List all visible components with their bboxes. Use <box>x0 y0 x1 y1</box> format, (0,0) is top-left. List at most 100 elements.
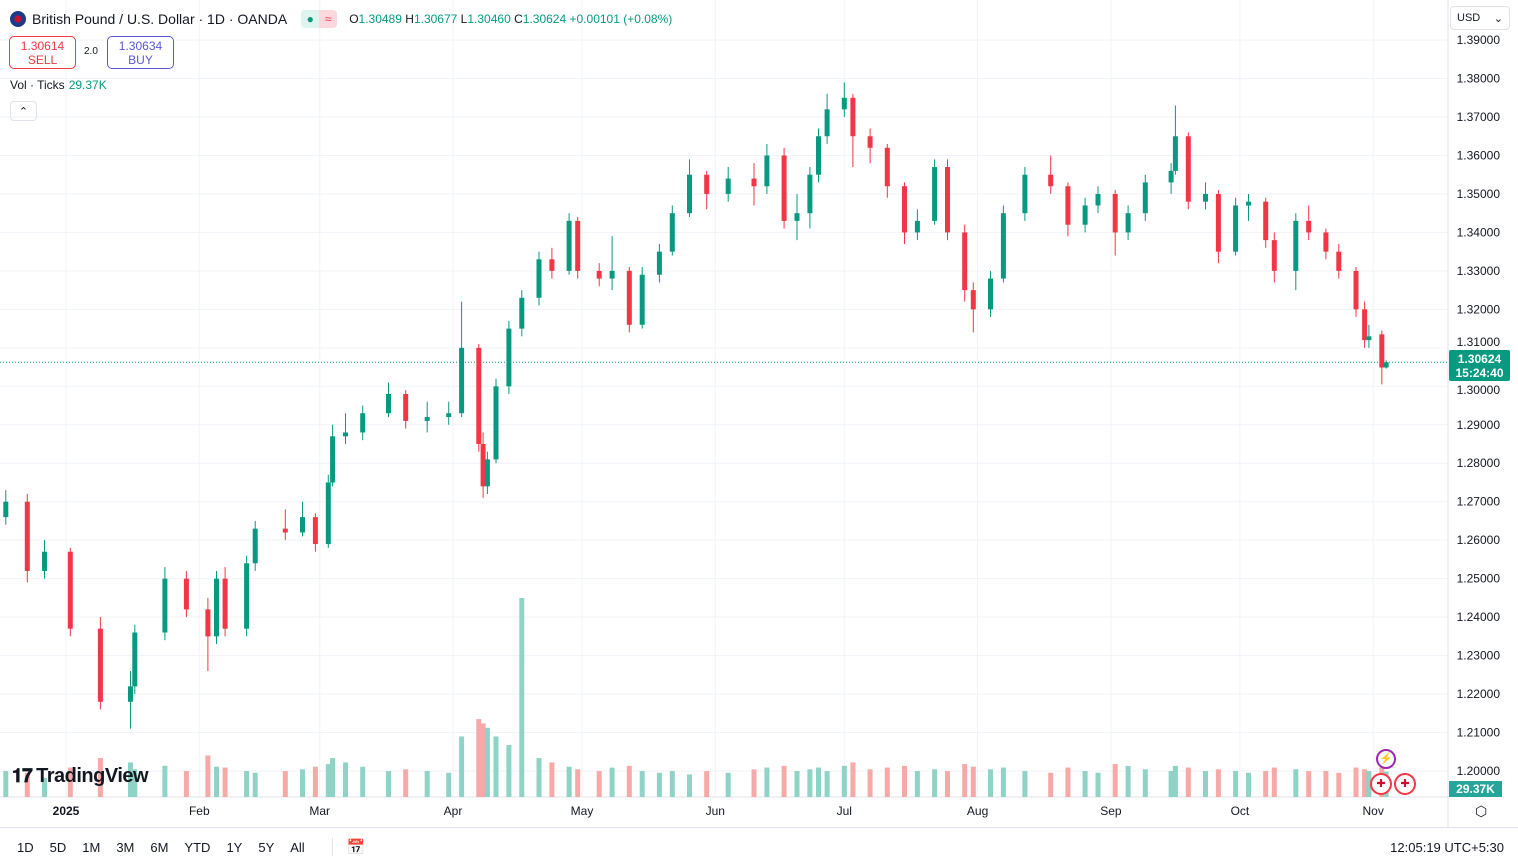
candle-body <box>360 413 366 433</box>
volume-bar <box>1000 767 1006 797</box>
volume-bar <box>360 766 366 797</box>
volume-bar <box>1125 765 1131 797</box>
tradingview-logo[interactable]: 𝟏𝟕 TradingView <box>12 765 149 787</box>
chevron-down-icon: ⌄ <box>1493 13 1503 25</box>
range-ytd[interactable]: YTD <box>184 839 211 855</box>
candle-body <box>1048 174 1054 187</box>
range-1y[interactable]: 1Y <box>226 839 243 855</box>
uk-event-icon[interactable]: ✚ <box>1370 773 1392 795</box>
candle-body <box>476 347 482 445</box>
range-3m[interactable]: 3M <box>116 839 135 855</box>
x-tick-label: Oct <box>1231 804 1250 818</box>
range-5y[interactable]: 5Y <box>258 839 275 855</box>
volume-bar <box>244 771 250 797</box>
volume-bar <box>1306 771 1312 797</box>
candle-body <box>1168 170 1174 183</box>
range-1d[interactable]: 1D <box>17 839 34 855</box>
volume-bar <box>1293 769 1299 797</box>
clock[interactable]: 12:05:19 UTC+5:30 <box>1390 839 1504 855</box>
volume-bar <box>42 777 47 797</box>
range-1m[interactable]: 1M <box>82 839 101 855</box>
volume-bar <box>914 771 920 797</box>
candle-body <box>932 167 938 221</box>
candle-body <box>506 328 512 387</box>
sell-button[interactable]: 1.30614 SELL <box>9 36 76 69</box>
volume-bar <box>214 766 219 797</box>
lightning-event-icon[interactable]: ⚡ <box>1376 749 1396 769</box>
x-tick-label: Jun <box>706 804 725 818</box>
y-tick-label: 1.37000 <box>1457 110 1501 124</box>
buy-button[interactable]: 1.30634 BUY <box>107 36 174 69</box>
x-tick-label: Apr <box>444 804 463 818</box>
candle-body <box>962 232 968 291</box>
ohlc-values: O1.30489 H1.30677 L1.30460 C1.30624 +0.0… <box>349 12 673 26</box>
candle-body <box>312 517 318 545</box>
volume-bar <box>67 767 73 797</box>
gbp-usd-flag-icon <box>10 11 26 27</box>
candle-body <box>1022 174 1028 214</box>
chart-pane[interactable]: 1.20000 1.21000 1.22000 1.23000 1.24000 1.250… <box>0 0 1518 828</box>
candle-body <box>1185 136 1191 202</box>
x-tick-label: Aug <box>967 804 988 818</box>
x-tick-label: Nov <box>1363 804 1384 818</box>
y-tick-label: 1.28000 <box>1457 456 1501 470</box>
volume-bar <box>639 771 645 797</box>
volume-bar <box>282 771 288 797</box>
y-tick-label: 1.20000 <box>1457 764 1501 778</box>
volume-bar <box>970 766 976 797</box>
candle-body <box>1215 193 1221 252</box>
range-6m[interactable]: 6M <box>150 839 169 855</box>
uk-event-icon[interactable]: ✚ <box>1394 773 1416 795</box>
candle-body <box>639 274 645 325</box>
volume-bar <box>300 769 305 797</box>
candle-body <box>162 578 168 633</box>
volume-bar <box>704 771 710 797</box>
volume-bar <box>1215 769 1221 797</box>
calendar-goto-icon[interactable]: 📅 <box>331 838 365 856</box>
range-5d[interactable]: 5D <box>49 839 67 855</box>
volume-bar <box>1263 771 1269 797</box>
collapse-legend-button[interactable]: ⌃ <box>10 101 37 121</box>
candle-body <box>300 517 305 533</box>
candle-body <box>536 259 542 298</box>
volume-bar <box>183 771 189 797</box>
candle-body <box>493 386 499 460</box>
y-tick-label: 1.30000 <box>1457 383 1501 397</box>
volume-bar <box>794 771 800 797</box>
candle-body <box>884 147 890 187</box>
y-tick-label: 1.36000 <box>1457 148 1501 162</box>
volume-legend[interactable]: Vol · Ticks 29.37K <box>10 78 107 92</box>
buy-price: 1.30634 <box>118 38 163 53</box>
candle-body <box>609 270 615 279</box>
y-tick-label: 1.32000 <box>1457 302 1501 316</box>
candle-body <box>205 609 211 637</box>
volume-bar <box>480 723 486 797</box>
volume-bar <box>446 772 452 797</box>
volume-legend-value: 29.37K <box>68 78 107 92</box>
volume-bar <box>132 769 138 797</box>
close-value: 1.30624 <box>522 12 567 26</box>
volume-bar <box>1185 767 1191 797</box>
buy-label: BUY <box>128 52 153 67</box>
volume-bar <box>841 765 847 797</box>
currency-select[interactable]: USD ⌄ <box>1450 6 1510 30</box>
chevron-up-icon: ⌃ <box>18 106 29 118</box>
candle-body <box>424 417 430 421</box>
chart-settings-icon[interactable]: ⬡ <box>1475 803 1488 819</box>
candlestick-chart[interactable]: 1.20000 1.21000 1.22000 1.23000 1.24000 1.250… <box>0 0 1518 828</box>
candle-body <box>816 136 821 175</box>
last-price: 1.30624 <box>1457 352 1502 366</box>
volume-bar <box>609 767 615 797</box>
candle-body <box>222 578 228 629</box>
candle-body <box>1379 334 1385 368</box>
x-tick-label: Sep <box>1100 804 1122 818</box>
range-all[interactable]: All <box>290 839 305 855</box>
candle-body <box>97 628 103 702</box>
y-tick-label: 1.24000 <box>1457 610 1501 624</box>
low-value: 1.30460 <box>467 12 511 26</box>
candle-body <box>945 167 950 233</box>
bottom-toolbar: 1D 5D 1M 3M 6M YTD 1Y 5Y All 📅 12:05:19 … <box>0 829 1518 865</box>
market-status[interactable]: ● ≈ <box>301 10 338 28</box>
candle-body <box>1233 205 1239 252</box>
symbol-title[interactable]: British Pound / U.S. Dollar · 1D · OANDA <box>32 11 288 27</box>
